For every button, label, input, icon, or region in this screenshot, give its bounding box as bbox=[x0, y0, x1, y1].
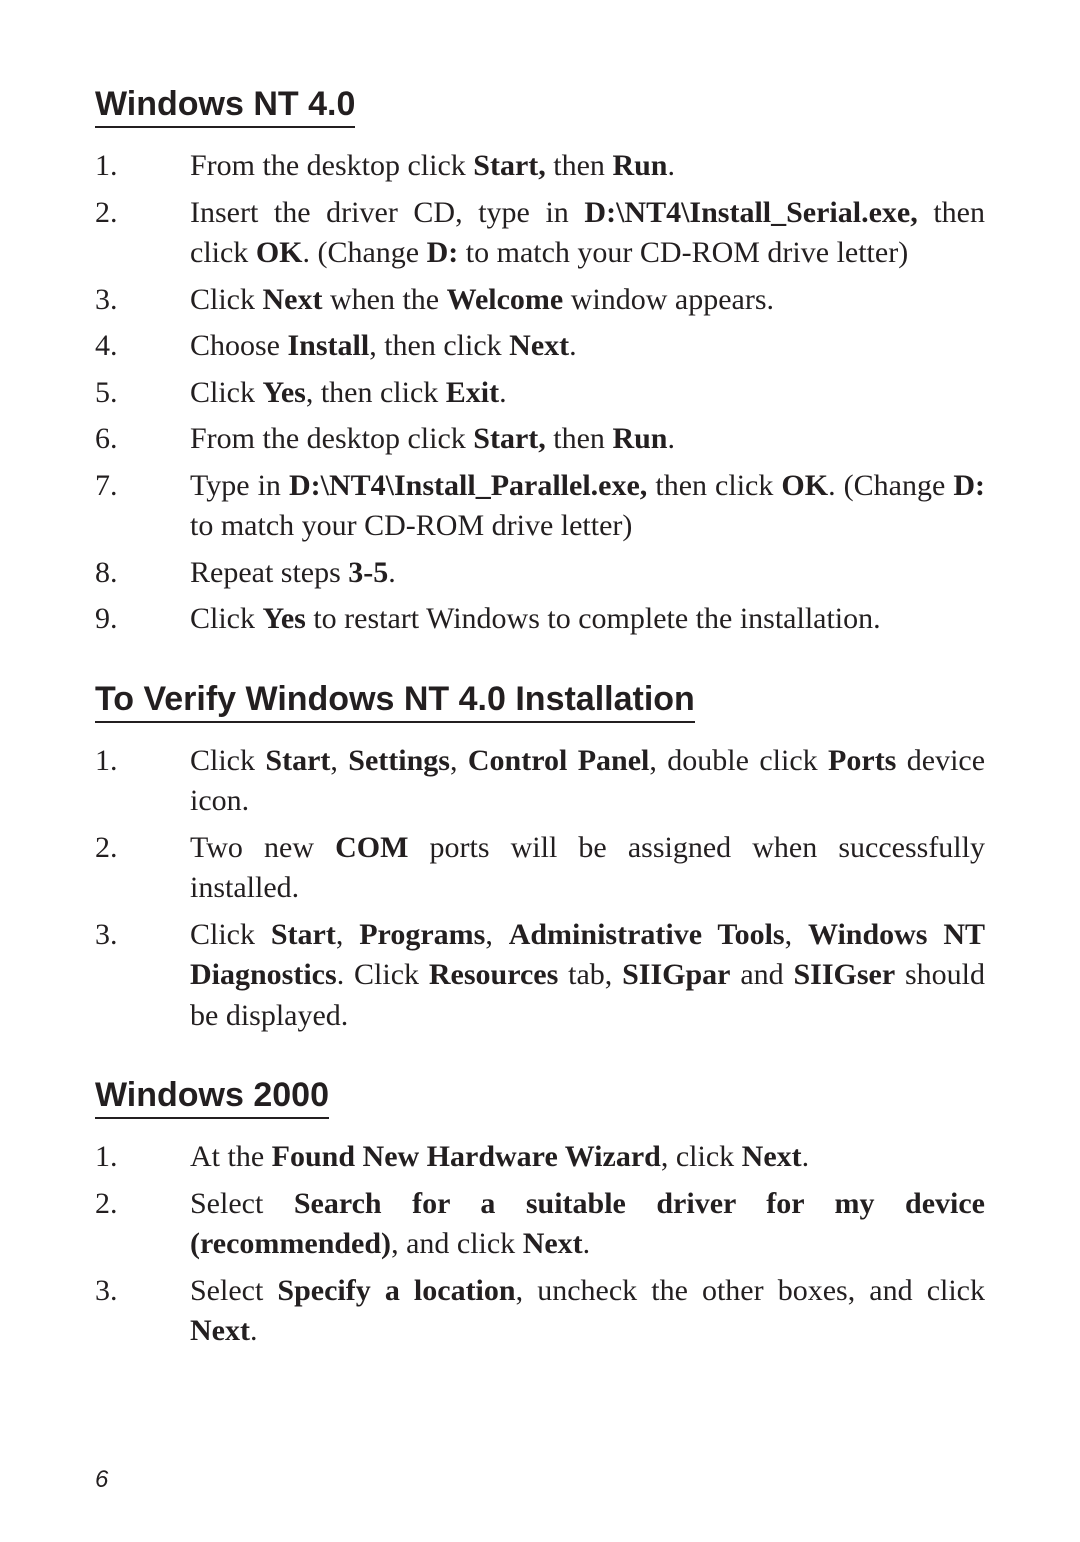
list-verify: Click Start, Settings, Control Panel, do… bbox=[95, 741, 985, 1037]
list-item: Click Yes, then click Exit. bbox=[95, 373, 985, 414]
list-item: Click Next when the Welcome window appea… bbox=[95, 280, 985, 321]
list-item: At the Found New Hardware Wizard, click … bbox=[95, 1137, 985, 1178]
list-item: Click Start, Programs, Administrative To… bbox=[95, 915, 985, 1037]
list-item: From the desktop click Start, then Run. bbox=[95, 146, 985, 187]
list-item: Insert the driver CD, type in D:\NT4\Ins… bbox=[95, 193, 985, 274]
doc-page: Windows NT 4.0 From the desktop click St… bbox=[95, 85, 985, 1352]
list-nt40: From the desktop click Start, then Run. … bbox=[95, 146, 985, 640]
list-item: Two new COM ports will be assigned when … bbox=[95, 828, 985, 909]
heading-nt40: Windows NT 4.0 bbox=[95, 85, 355, 128]
heading-win2000: Windows 2000 bbox=[95, 1076, 329, 1119]
heading-verify-nt40: To Verify Windows NT 4.0 Installation bbox=[95, 680, 695, 723]
list-item: Repeat steps 3-5. bbox=[95, 553, 985, 594]
list-item: Click Yes to restart Windows to complete… bbox=[95, 599, 985, 640]
list-item: Select Search for a suitable driver for … bbox=[95, 1184, 985, 1265]
list-item: Type in D:\NT4\Install_Parallel.exe, the… bbox=[95, 466, 985, 547]
page-number: 6 bbox=[95, 1466, 108, 1494]
list-item: Click Start, Settings, Control Panel, do… bbox=[95, 741, 985, 822]
list-win2000: At the Found New Hardware Wizard, click … bbox=[95, 1137, 985, 1352]
list-item: From the desktop click Start, then Run. bbox=[95, 419, 985, 460]
list-item: Select Specify a location, uncheck the o… bbox=[95, 1271, 985, 1352]
list-item: Choose Install, then click Next. bbox=[95, 326, 985, 367]
